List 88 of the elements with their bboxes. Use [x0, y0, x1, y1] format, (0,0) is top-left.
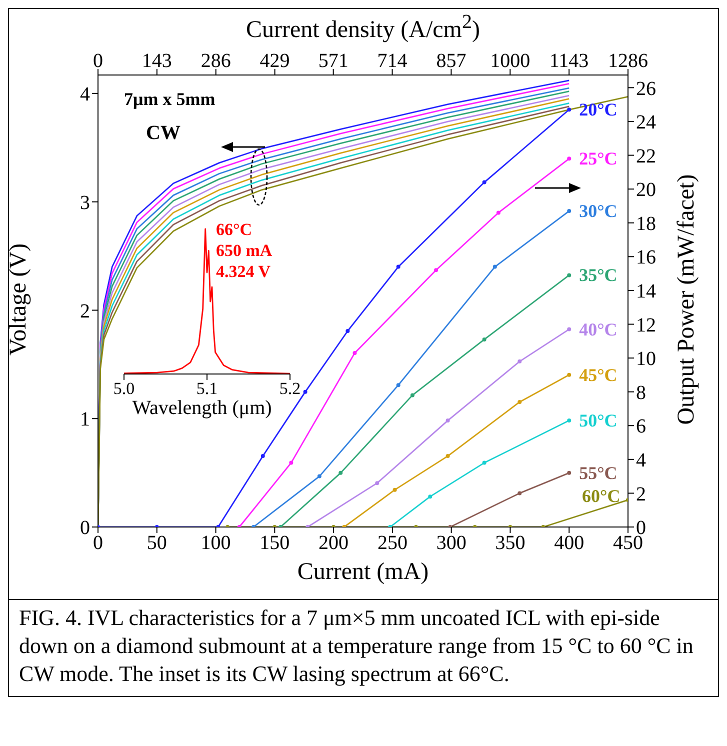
x2-tick-label: 143: [142, 50, 172, 72]
annotation: 650 mA: [216, 240, 272, 261]
point: [396, 383, 400, 388]
x2-tick-label: 429: [260, 50, 290, 72]
y2-tick-label: 16: [636, 246, 656, 269]
x-tick-label: 350: [495, 532, 526, 554]
y-axis-title: Voltage (V): [6, 242, 32, 358]
point: [567, 418, 572, 423]
x2-tick-label: 571: [318, 50, 348, 72]
series-label: 40°C: [579, 319, 618, 340]
x-tick-label: 50: [146, 532, 167, 554]
y2-tick-label: 12: [636, 314, 656, 336]
x-tick-label: 5.2: [279, 379, 301, 398]
series-label: 50°C: [579, 410, 618, 431]
y2-tick-label: 10: [636, 348, 656, 370]
y-tick-label: 4: [80, 84, 90, 106]
x-tick-label: 200: [318, 532, 349, 554]
y2-tick-label: 8: [636, 382, 646, 404]
point: [396, 264, 400, 269]
x-tick-label: 150: [260, 532, 290, 554]
point: [518, 400, 522, 404]
point: [434, 268, 438, 272]
y-tick-label: 2: [80, 300, 90, 322]
point: [352, 350, 357, 355]
series-label: 45°C: [579, 364, 618, 385]
point: [496, 210, 500, 215]
x-tick-label: 100: [200, 532, 231, 554]
y2-tick-label: 6: [636, 416, 646, 438]
x-tick-label: 5.0: [113, 379, 135, 398]
y2-tick-label: 14: [636, 280, 656, 303]
point: [567, 273, 572, 278]
y2-tick-label: 20: [636, 179, 656, 202]
point: [567, 327, 572, 332]
x-axis-title: Wavelength (μm): [131, 397, 273, 420]
y2-tick-label: 18: [636, 212, 656, 235]
point: [567, 209, 572, 214]
point: [482, 337, 486, 342]
annotation: 7μm x 5mm: [124, 89, 216, 110]
point: [317, 474, 322, 478]
x2-tick-label: 1143: [549, 50, 589, 72]
point: [518, 491, 522, 496]
annotation: 4.324 V: [216, 261, 272, 282]
point: [482, 180, 486, 184]
point: [567, 372, 572, 377]
x2-axis-title: Current density (A/cm$^{2}$): [245, 11, 481, 44]
point: [567, 470, 572, 475]
x2-tick-label: 286: [200, 50, 231, 72]
x-tick-label: 5.1: [196, 379, 218, 398]
y-tick-label: 1: [80, 408, 90, 431]
series-label: 55°C: [579, 462, 618, 483]
y-tick-label: 3: [80, 192, 90, 214]
y2-tick-label: 24: [636, 112, 656, 134]
series-label: 30°C: [579, 201, 618, 222]
caption: FIG. 4. IVL characteristics for a 7 μm×5 mm uncoated ICL with epi-side down on a diamond submount at a temperature range from 15 °C to 60 °C in CW mode. The inset is its CW lasing spectrum at 66°C.: [9, 599, 718, 696]
point: [260, 454, 265, 458]
point: [567, 108, 572, 112]
point: [482, 460, 486, 465]
point: [518, 359, 522, 364]
x-tick-label: 300: [436, 532, 466, 554]
point: [375, 481, 380, 486]
x2-tick-label: 1000: [490, 50, 530, 72]
y2-tick-label: 2: [636, 483, 646, 506]
y2-tick-label: 22: [636, 145, 656, 168]
x2-tick-label: 714: [377, 50, 408, 72]
point: [410, 393, 414, 398]
point: [492, 264, 497, 269]
x2-tick-label: 857: [436, 50, 466, 72]
y-tick-label: 0: [80, 517, 90, 540]
point: [346, 328, 350, 333]
point: [303, 390, 308, 394]
point: [567, 156, 572, 161]
series-label: 25°C: [579, 148, 618, 169]
point: [392, 488, 397, 492]
x-tick-label: 250: [377, 532, 408, 554]
series-label: 20°C: [579, 100, 618, 120]
y2-tick-label: 26: [636, 78, 656, 100]
annotation: 66°C: [216, 219, 254, 240]
point: [446, 418, 450, 423]
point: [338, 470, 343, 475]
annotation: CW: [146, 122, 180, 145]
y2-tick-label: 4: [636, 450, 646, 472]
series-label: 35°C: [579, 265, 618, 286]
x-tick-label: 400: [554, 532, 584, 554]
point: [446, 454, 450, 458]
point: [289, 460, 294, 465]
x2-tick-label: 1286: [608, 50, 648, 72]
x-axis-title: Current (mA): [296, 559, 430, 586]
y2-axis-title: Output Power (mW/facet): [674, 173, 700, 427]
